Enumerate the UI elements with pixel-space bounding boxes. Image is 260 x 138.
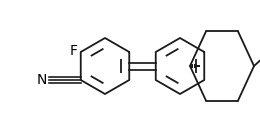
Text: N: N [37,73,47,87]
Text: F: F [70,44,78,58]
